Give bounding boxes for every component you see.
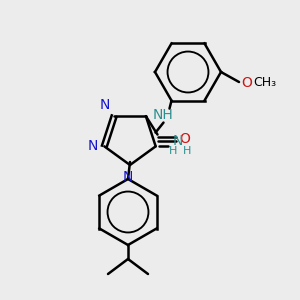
Text: NH: NH	[153, 108, 174, 122]
Text: H: H	[169, 146, 177, 156]
Text: O: O	[179, 132, 191, 145]
Text: N: N	[172, 134, 183, 148]
Text: N: N	[100, 98, 110, 112]
Text: N: N	[88, 139, 98, 153]
Text: CH₃: CH₃	[253, 76, 276, 89]
Text: O: O	[241, 76, 252, 90]
Text: H: H	[182, 146, 191, 156]
Text: N: N	[123, 170, 133, 184]
